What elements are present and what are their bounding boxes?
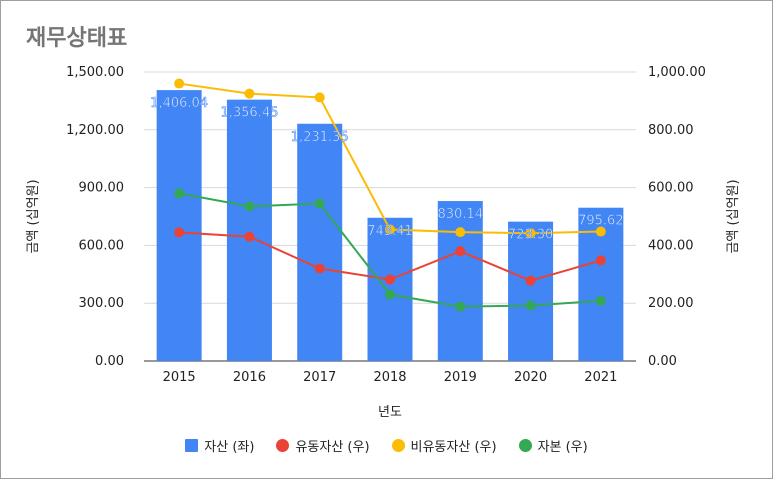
series-point-2019: [455, 246, 466, 257]
chart-title: 재무상태표: [26, 26, 128, 51]
legend-item[interactable]: 비유동자산 (우): [391, 436, 497, 455]
series-point-2018: [385, 224, 395, 235]
x-tick-label: 2021: [584, 370, 617, 385]
series-point-2016: [244, 231, 255, 242]
y-right-tick-label: 600.00: [648, 181, 694, 196]
y-right-tick-label: 800.00: [648, 123, 694, 138]
series-point-2020: [525, 228, 536, 239]
bar-2015: [156, 90, 202, 361]
bar-2019: [437, 201, 483, 361]
legend-swatch: [276, 439, 290, 452]
legend-item[interactable]: 자산 (좌): [185, 436, 254, 455]
legend-item[interactable]: 유동자산 (우): [276, 436, 370, 455]
x-tick-label: 2020: [514, 370, 547, 385]
bar-data-label-text: 830.14: [438, 207, 484, 222]
series-point-2015: [174, 188, 185, 199]
legend-item[interactable]: 자본 (우): [518, 436, 588, 455]
series-point-2016: [244, 88, 255, 99]
y-left-tick-label: 0.00: [95, 354, 124, 369]
legend-swatch: [518, 439, 532, 452]
x-axis-title: 년도: [378, 405, 402, 420]
series-point-2016: [244, 201, 255, 212]
series-point-2015: [174, 227, 185, 238]
bar-data-label-text: 723.30: [508, 228, 554, 243]
series-point-2017: [314, 198, 325, 209]
bar-data-label-text: 1,406.04: [150, 96, 208, 111]
bar-data-label-text: 795.62: [578, 214, 624, 229]
series-point-2018: [385, 289, 395, 300]
bar-data-label-text: 1,356.45: [220, 106, 278, 121]
y-left-tick-label: 900.00: [79, 181, 125, 196]
legend-label: 유동자산 (우): [295, 440, 370, 455]
y-right-tick-label: 400.00: [648, 238, 694, 253]
bar-2020: [508, 221, 554, 361]
bar-2017: [297, 123, 343, 361]
series-point-2015: [174, 78, 185, 89]
series-point-2021: [595, 226, 606, 237]
series-point-2017: [314, 92, 325, 103]
legend-label: 자산 (좌): [204, 440, 255, 455]
y-left-tick-label: 1,500.00: [66, 65, 124, 80]
bar-2018: [367, 217, 413, 361]
x-tick-label: 2017: [303, 370, 336, 385]
bar-data-label-text: 743.41: [367, 224, 413, 239]
legend-swatch: [185, 439, 199, 452]
y-right-axis-title: 금액 (십억원): [726, 179, 741, 253]
bar-data-label-text: 1,231.35: [291, 130, 349, 145]
series-point-2021: [595, 255, 606, 266]
series-point-2021: [595, 295, 606, 306]
legend-label: 자본 (우): [537, 440, 588, 455]
legend-swatch: [391, 439, 405, 452]
y-left-tick-label: 300.00: [79, 296, 125, 311]
series-point-2020: [525, 275, 536, 286]
series-point-2019: [455, 227, 466, 238]
y-left-axis-title: 금액 (십억원): [26, 179, 41, 253]
legend-label: 비유동자산 (우): [410, 440, 497, 455]
x-tick-label: 2015: [163, 370, 196, 385]
x-tick-label: 2016: [233, 370, 266, 385]
chart-legend: 자산 (좌) 유동자산 (우) 비유동자산 (우) 자본 (우): [0, 436, 773, 455]
series-point-2017: [314, 263, 325, 274]
y-left-tick-label: 600.00: [79, 238, 125, 253]
series-point-2019: [455, 301, 466, 312]
y-left-tick-label: 1,200.00: [66, 123, 124, 138]
y-right-tick-label: 1,000.00: [648, 65, 706, 80]
y-right-tick-label: 0.00: [648, 354, 677, 369]
bar-2016: [226, 99, 272, 362]
x-tick-label: 2018: [373, 370, 406, 385]
x-tick-label: 2019: [444, 370, 477, 385]
series-point-2020: [525, 300, 536, 311]
series-point-2018: [385, 274, 395, 285]
y-right-tick-label: 200.00: [648, 296, 694, 311]
